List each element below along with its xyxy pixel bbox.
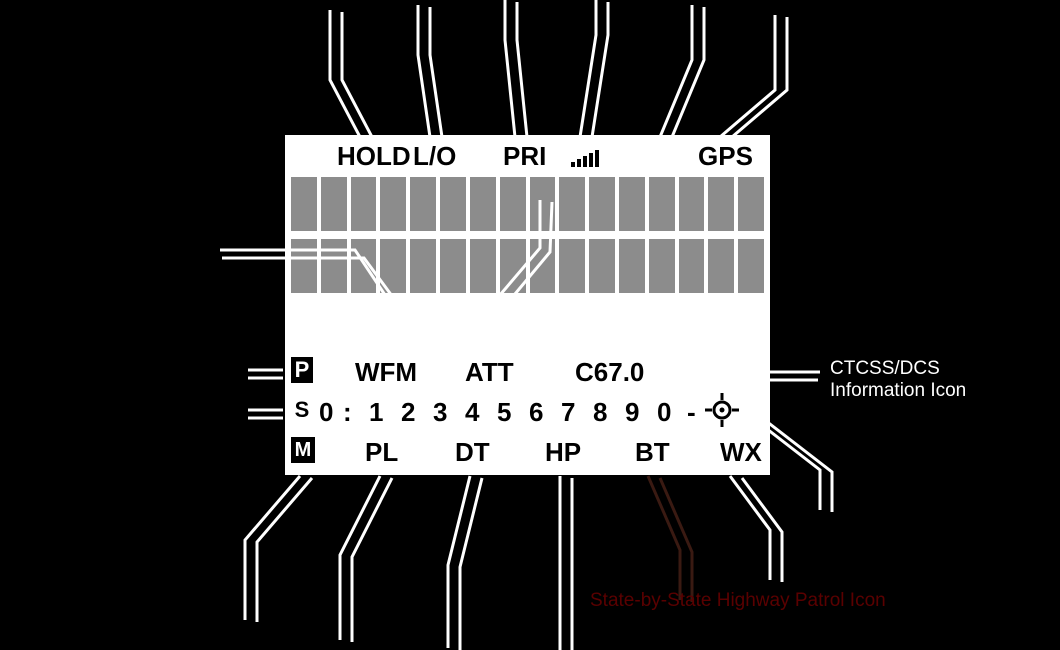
s-digit-10: 0 xyxy=(657,397,671,428)
diagram-stage: HOLD L/O PRI GPS P WFM ATT C67.0 S 0 : 1… xyxy=(0,0,1060,650)
wx-indicator: WX xyxy=(720,437,762,468)
ctcss-value: C67.0 xyxy=(575,357,644,388)
close-call-icon xyxy=(705,393,739,427)
s-digit-4: 4 xyxy=(465,397,479,428)
callout-hp: State-by-State Highway Patrol Icon xyxy=(590,590,886,612)
signal-bars-icon xyxy=(571,149,599,167)
bt-indicator: BT xyxy=(635,437,670,468)
s-digit-3: 3 xyxy=(433,397,447,428)
callout-ctcss-line1: CTCSS/DCS xyxy=(830,358,940,380)
s-digit-9: 9 xyxy=(625,397,639,428)
hold-indicator: HOLD xyxy=(337,141,411,172)
s-zero: 0 xyxy=(319,397,333,428)
segment-row-1 xyxy=(291,177,764,231)
lcd-panel: HOLD L/O PRI GPS P WFM ATT C67.0 S 0 : 1… xyxy=(285,135,770,475)
priority-indicator: PRI xyxy=(503,141,546,172)
s-dash: - xyxy=(687,397,696,428)
s-digit-8: 8 xyxy=(593,397,607,428)
dt-indicator: DT xyxy=(455,437,490,468)
segment-row-2 xyxy=(291,239,764,293)
s-colon: : xyxy=(343,397,352,428)
m-badge: M xyxy=(291,437,315,463)
s-digit-1: 1 xyxy=(369,397,383,428)
s-digit-7: 7 xyxy=(561,397,575,428)
lockout-indicator: L/O xyxy=(413,141,456,172)
wfm-indicator: WFM xyxy=(355,357,417,388)
gps-indicator: GPS xyxy=(698,141,753,172)
p-badge: P xyxy=(291,357,313,383)
pl-indicator: PL xyxy=(365,437,398,468)
s-digit-6: 6 xyxy=(529,397,543,428)
s-digit-2: 2 xyxy=(401,397,415,428)
callout-ctcss-line2: Information Icon xyxy=(830,380,966,402)
att-indicator: ATT xyxy=(465,357,514,388)
s-badge: S xyxy=(291,397,313,423)
hp-indicator: HP xyxy=(545,437,581,468)
s-digit-5: 5 xyxy=(497,397,511,428)
